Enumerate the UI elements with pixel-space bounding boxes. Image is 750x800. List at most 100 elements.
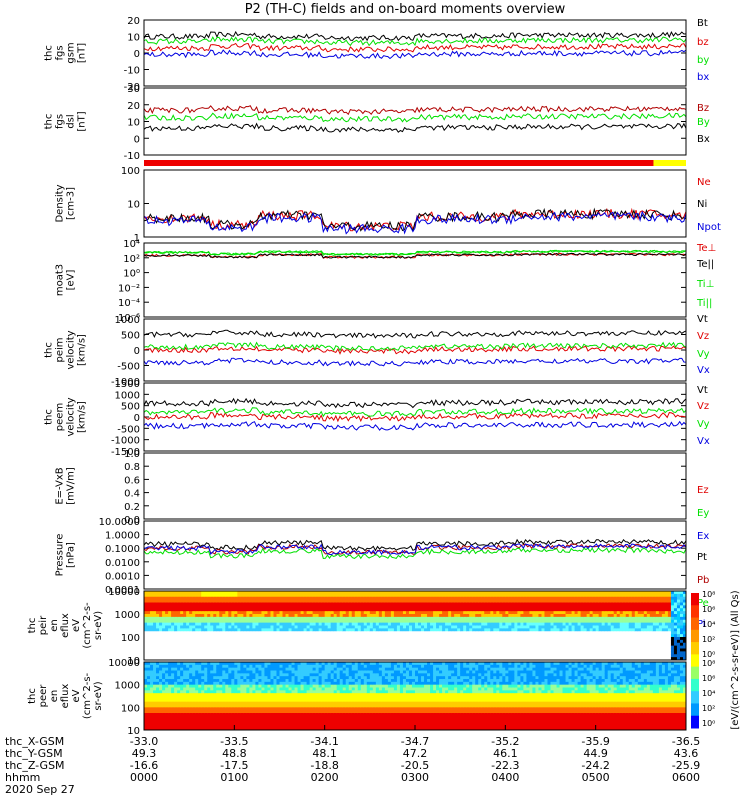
heat-cell xyxy=(375,596,380,601)
heat-cell xyxy=(466,622,470,626)
heat-cell xyxy=(177,591,181,595)
heat-cell xyxy=(520,593,524,598)
heat-cell xyxy=(180,654,184,658)
heat-cell xyxy=(195,591,199,595)
heat-cell xyxy=(294,593,299,598)
heat-cell xyxy=(327,631,332,635)
heat-cell xyxy=(213,614,217,618)
heat-cell xyxy=(484,634,488,638)
heat-cell xyxy=(490,602,494,606)
heat-cell xyxy=(318,628,323,632)
heat-cell xyxy=(478,637,482,641)
heat-cell xyxy=(165,648,169,652)
heat-cell xyxy=(387,591,392,595)
heat-cell xyxy=(150,707,154,711)
heat-cell xyxy=(439,631,443,635)
heat-cell xyxy=(327,591,332,595)
heat-cell xyxy=(649,593,654,598)
y-tick-label: 1.0000 xyxy=(105,531,140,542)
heat-cell xyxy=(216,619,220,624)
heat-cell xyxy=(180,693,184,697)
heat-cell xyxy=(192,657,196,661)
heat-cell xyxy=(421,605,425,609)
heat-cell xyxy=(502,605,506,609)
heat-cell xyxy=(556,605,561,609)
heat-cell xyxy=(168,684,172,688)
heat-cell xyxy=(213,634,217,638)
heat-cell xyxy=(526,645,530,649)
heat-cell xyxy=(463,628,467,632)
heat-cell xyxy=(240,648,244,652)
heat-cell xyxy=(607,602,612,606)
heat-cell xyxy=(183,622,187,626)
heat-cell xyxy=(363,593,368,598)
heat-cell xyxy=(411,596,416,601)
heat-cell xyxy=(427,637,431,641)
panel-ylabel: (cm^2-s- xyxy=(82,602,93,649)
heat-cell xyxy=(306,605,311,609)
heat-cell xyxy=(273,599,277,603)
heat-cell xyxy=(198,645,202,649)
heat-cell xyxy=(399,591,404,595)
heat-cell xyxy=(162,681,166,686)
heat-cell xyxy=(544,619,548,624)
heat-cell xyxy=(186,718,190,722)
heat-cell xyxy=(643,648,648,652)
heat-cell xyxy=(433,645,437,649)
heat-cell xyxy=(649,634,654,638)
heat-cell xyxy=(195,605,199,609)
heat-cell xyxy=(153,654,157,658)
heat-cell xyxy=(583,651,588,655)
heat-cell xyxy=(408,611,413,615)
heat-cell xyxy=(589,657,594,661)
heat-cell xyxy=(279,591,284,595)
heat-cell xyxy=(261,616,265,621)
panel-ylabel: velocity xyxy=(66,330,77,369)
heat-cell xyxy=(189,619,193,624)
heat-cell xyxy=(393,593,398,598)
heat-cell xyxy=(237,648,241,652)
heat-cell xyxy=(589,637,594,641)
heat-cell xyxy=(285,593,290,598)
heat-cell xyxy=(421,648,425,652)
heat-cell xyxy=(442,614,446,618)
heat-cell xyxy=(571,591,576,595)
heat-cell xyxy=(303,596,308,601)
heat-cell xyxy=(228,614,232,618)
heat-cell xyxy=(276,619,280,624)
heat-cell xyxy=(523,616,527,621)
heat-cell xyxy=(309,599,314,603)
heat-cell xyxy=(529,648,533,652)
heat-cell xyxy=(171,667,175,671)
heat-cell xyxy=(475,637,479,641)
heat-cell xyxy=(661,611,666,615)
heat-cell xyxy=(207,593,211,598)
heat-cell xyxy=(318,591,323,595)
heat-cell xyxy=(679,637,684,641)
heat-cell xyxy=(315,614,320,618)
heat-cell xyxy=(357,628,362,632)
heat-cell xyxy=(523,602,527,606)
heat-cell xyxy=(222,628,226,632)
heat-cell xyxy=(210,605,214,609)
heat-cell xyxy=(487,654,491,658)
heat-cell xyxy=(288,657,293,661)
heat-cell xyxy=(390,631,395,635)
heat-cell xyxy=(574,657,579,661)
heat-cell xyxy=(550,648,555,652)
heat-cell xyxy=(526,591,530,595)
heat-cell xyxy=(189,670,193,674)
heat-cell xyxy=(183,599,187,603)
heat-cell xyxy=(375,599,380,603)
heat-cell xyxy=(153,593,157,598)
heat-cell xyxy=(171,662,175,666)
heat-cell xyxy=(472,619,476,624)
y-tick-label: -1000 xyxy=(111,377,140,388)
heat-cell xyxy=(454,637,458,641)
heat-cell xyxy=(165,616,169,621)
heat-cell xyxy=(156,628,160,632)
heat-cell xyxy=(514,654,518,658)
heat-cell xyxy=(553,622,558,626)
heat-cell xyxy=(300,634,305,638)
heat-cell xyxy=(493,654,497,658)
